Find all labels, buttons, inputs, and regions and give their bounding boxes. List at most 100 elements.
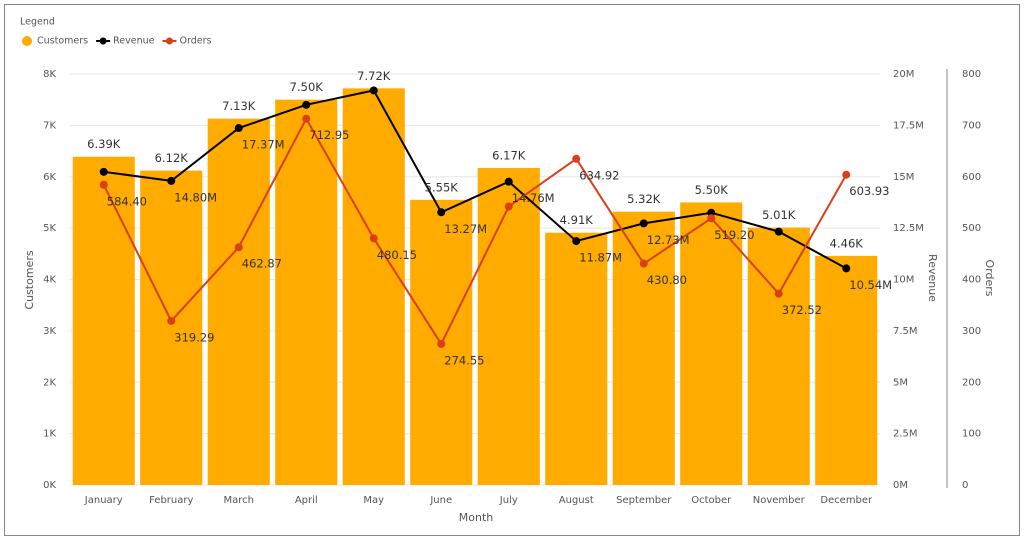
line-point (167, 316, 176, 325)
line-value-label: 17.37M (242, 138, 285, 152)
line-point (707, 214, 716, 223)
bar (207, 118, 270, 485)
line-value-label: 12.73M (647, 233, 690, 247)
line-point (842, 170, 851, 179)
line-point (437, 339, 446, 348)
y2-tick-label: 15M (893, 172, 914, 183)
y-tick-label: 1K (43, 429, 56, 440)
y3-tick-label: 600 (962, 172, 981, 183)
y-axis-title: Customers (23, 250, 36, 309)
legend-marker (99, 37, 107, 45)
y2-tick-label: 10M (893, 275, 914, 286)
line-point (639, 219, 648, 228)
line-point (302, 114, 311, 123)
line-value-label: 519.20 (714, 228, 754, 242)
line-value-label: 11.87M (579, 251, 622, 265)
line-point (369, 234, 378, 243)
legend-title: Legend (20, 17, 55, 28)
x-tick-label: February (149, 495, 193, 506)
line-point (167, 176, 176, 185)
bar-value-label: 5.55K (425, 180, 459, 194)
x-tick-label: July (499, 495, 518, 506)
y3-tick-label: 800 (962, 69, 981, 80)
y2-tick-label: 2.5M (893, 429, 918, 440)
line-value-label: 480.15 (377, 248, 417, 262)
bar (477, 168, 540, 486)
y-tick-label: 5K (43, 223, 56, 234)
bar (545, 232, 608, 485)
legend-label: Revenue (113, 36, 155, 47)
line-point (707, 208, 716, 217)
line-point (774, 289, 783, 298)
y3-tick-label: 500 (962, 223, 981, 234)
x-tick-label: May (363, 495, 384, 506)
x-tick-label: September (616, 495, 672, 506)
x-tick-label: March (224, 495, 254, 506)
y2-tick-label: 17.5M (893, 120, 924, 131)
bar-value-label: 5.50K (695, 183, 729, 197)
bar (72, 156, 135, 485)
y-tick-label: 6K (43, 172, 56, 183)
bar-value-label: 6.17K (492, 149, 526, 163)
bar-value-label: 4.91K (560, 213, 594, 227)
line (102, 116, 848, 346)
line-value-label: 14.80M (174, 190, 217, 204)
line-value-label: 274.55 (444, 353, 484, 367)
y3-tick-label: 100 (962, 429, 981, 440)
x-tick-label: October (691, 495, 732, 506)
bar (747, 227, 810, 485)
line-value-label: 14.76M (512, 191, 555, 205)
legend-marker (165, 37, 173, 45)
legend-label: Orders (179, 36, 211, 47)
bar (680, 202, 743, 485)
line-value-label: 462.87 (242, 257, 282, 271)
bar-value-label: 6.12K (155, 151, 189, 165)
legend-label: Customers (37, 36, 88, 47)
y2-tick-label: 7.5M (893, 326, 918, 337)
x-tick-label: June (429, 495, 452, 506)
y-tick-label: 8K (43, 69, 56, 80)
bar-value-label: 7.13K (222, 99, 256, 113)
line-value-label: 430.80 (647, 273, 687, 287)
x-tick-label: January (84, 495, 123, 506)
line-point (842, 264, 851, 273)
line-point (234, 243, 243, 252)
bar (612, 211, 675, 485)
line-point (99, 167, 108, 176)
y3-tick-label: 300 (962, 326, 981, 337)
line-point (504, 177, 513, 186)
y2-axis-title: Revenue (926, 254, 939, 302)
line-value-label: 13.27M (444, 222, 487, 236)
line-value-label: 634.92 (579, 168, 619, 182)
line-point (774, 227, 783, 236)
x-tick-label: August (559, 495, 594, 506)
x-tick-label: April (295, 495, 318, 506)
line-point (437, 208, 446, 217)
y2-tick-label: 0M (893, 480, 908, 491)
y3-tick-label: 700 (962, 120, 981, 131)
line-value-label: 584.40 (107, 194, 147, 208)
y3-tick-label: 400 (962, 275, 981, 286)
y3-axis-title: Orders (983, 260, 996, 297)
line-value-label: 603.93 (849, 184, 889, 198)
line-value-label: 372.52 (782, 303, 822, 317)
line-point (572, 237, 581, 246)
line-point (302, 100, 311, 109)
y2-tick-label: 20M (893, 69, 914, 80)
y-tick-label: 2K (43, 377, 56, 388)
line-value-label: 10.54M (849, 278, 892, 292)
bar-value-label: 4.46K (830, 236, 864, 250)
bar-value-label: 6.39K (87, 137, 121, 151)
line-point (504, 202, 513, 211)
line-value-label: 319.29 (174, 330, 214, 344)
line (103, 89, 847, 270)
line-point (234, 124, 243, 133)
bar-value-label: 7.72K (357, 69, 391, 83)
line-point (572, 154, 581, 163)
bar (342, 88, 405, 485)
x-axis-title: Month (459, 511, 494, 524)
line-point (99, 180, 108, 189)
x-tick-label: November (753, 495, 806, 506)
